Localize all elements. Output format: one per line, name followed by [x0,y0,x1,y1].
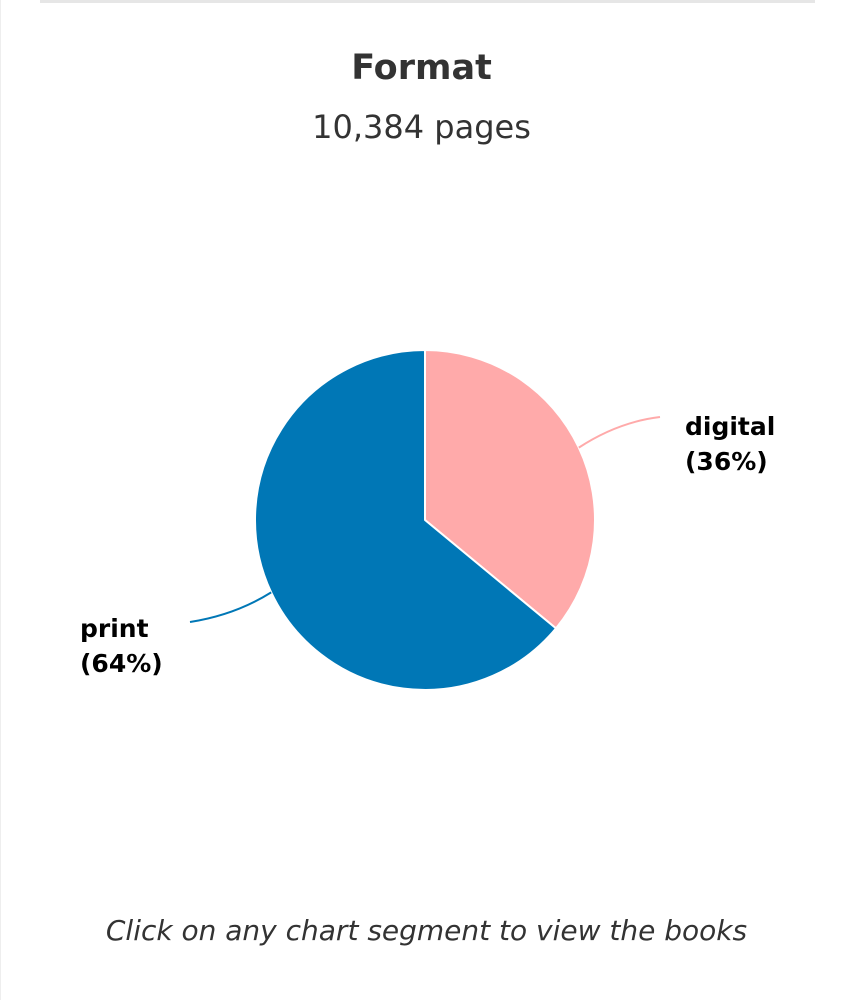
connector-print [189,591,272,623]
chart-subtitle: 10,384 pages [312,108,531,146]
pie-slice-digital[interactable] [424,349,596,630]
slice-label-print: print [80,614,149,643]
connector-digital [578,416,661,449]
page-edge [0,0,1,1000]
slice-percent-print: (64%) [80,649,163,678]
slice-percent-digital: (36%) [685,447,768,476]
chart-title: Format [351,48,492,88]
chart-instruction: Click on any chart segment to view the b… [105,914,748,947]
slice-label-digital: digital [685,412,775,441]
pie-slice-print[interactable] [254,349,557,691]
card-top-border [40,0,815,3]
